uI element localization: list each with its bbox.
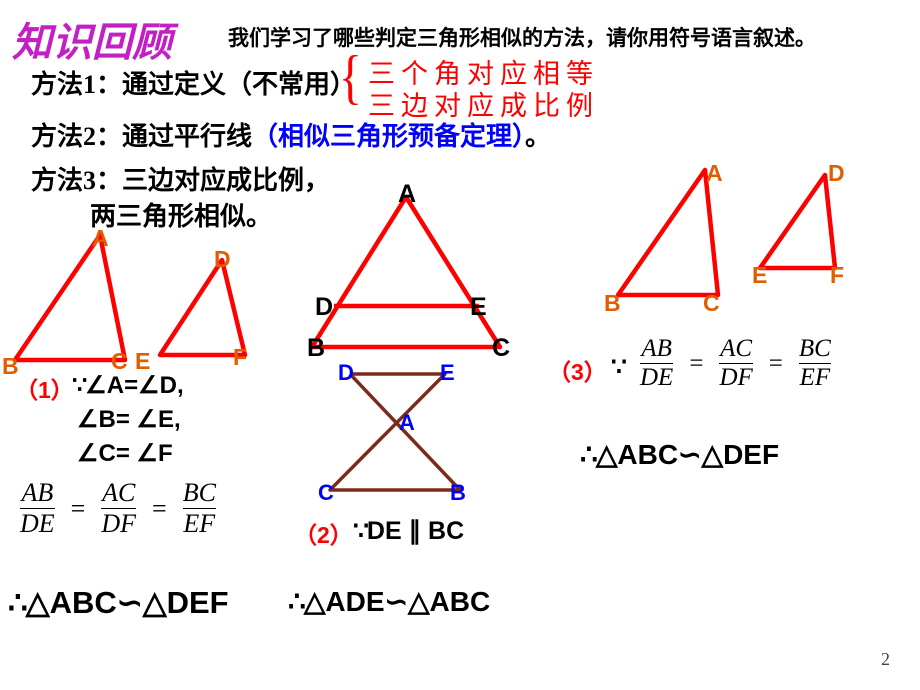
- proof3-ratio: ABDE = ACDF = BCEF: [640, 335, 831, 392]
- label-B-right: B: [604, 290, 621, 317]
- subtitle-text: 我们学习了哪些判定三角形相似的方法，请你用符号语言叙述。: [228, 26, 816, 50]
- proof1-conclusion: ∴△ABC∽△DEF: [8, 585, 229, 621]
- title-text: 知识回顾: [12, 20, 172, 65]
- proof2-tag: （2）: [294, 516, 353, 550]
- proof3-because: ∵: [611, 352, 625, 382]
- label-D-center: D: [315, 293, 333, 322]
- label-E-center: E: [470, 293, 487, 322]
- label-A-bow: A: [399, 410, 415, 436]
- method1-label: 方法1：: [31, 70, 122, 99]
- method1-text: 通过定义（不常用）: [122, 70, 356, 99]
- method2-paren: （相似三角形预备定理）: [252, 122, 525, 151]
- tri-abc-left: [15, 235, 125, 360]
- method1: 方法1：通过定义（不常用）: [31, 64, 356, 101]
- method3-label: 方法3：: [31, 166, 122, 195]
- label-F-left: F: [233, 344, 247, 371]
- label-A-left: A: [92, 225, 109, 252]
- page-title: 知识回顾: [12, 10, 172, 68]
- subtitle: 我们学习了哪些判定三角形相似的方法，请你用符号语言叙述。: [228, 22, 816, 52]
- label-B-bow: B: [450, 480, 466, 506]
- proof2-premise: ∵DE ∥ BC: [353, 516, 464, 546]
- method2-text: 通过平行线: [122, 122, 252, 151]
- brace-symbol: {: [339, 44, 362, 110]
- tri-def-right: [760, 175, 835, 268]
- proof3-conclusion: ∴△ABC∽△DEF: [580, 438, 779, 472]
- method2-label: 方法2：: [31, 122, 122, 151]
- left-triangles-svg: [0, 210, 260, 380]
- label-D-left: D: [214, 246, 231, 273]
- page-number: 2: [881, 649, 890, 670]
- proof1-tag: （1）: [15, 371, 74, 405]
- bowtie-shape: [330, 374, 460, 490]
- proof3-tag: （3）: [548, 353, 607, 387]
- label-C-right: C: [703, 290, 720, 317]
- tri-abc-right: [618, 170, 718, 295]
- label-E-bow: E: [440, 360, 455, 386]
- proof1-l2: ∠B= ∠E,: [77, 405, 181, 434]
- label-A-center: A: [398, 180, 416, 209]
- tri-def-left: [160, 260, 245, 355]
- label-C-bow: C: [318, 480, 334, 506]
- label-F-right: F: [830, 262, 844, 289]
- proof2-conclusion: ∴△ADE∽△ABC: [288, 585, 490, 619]
- label-C-center: C: [492, 334, 510, 363]
- label-E-right: E: [752, 262, 767, 289]
- label-B-center: B: [307, 334, 325, 363]
- tri-abc-center: [312, 197, 500, 347]
- label-A-right: A: [706, 160, 723, 187]
- method1-brace: {: [339, 43, 362, 112]
- proof1-l1: ∵∠A=∠D,: [72, 371, 184, 400]
- label-D-right: D: [828, 160, 845, 187]
- proof1-ratio: ABDE = ACDF = BCEF: [20, 478, 216, 539]
- method2-suffix: 。: [525, 122, 551, 151]
- method3-line1: 方法3：三边对应成比例，: [31, 160, 330, 197]
- method2: 方法2：通过平行线（相似三角形预备定理）。: [31, 116, 551, 153]
- label-D-bow: D: [338, 360, 354, 386]
- proof1-l3: ∠C= ∠F: [77, 439, 173, 468]
